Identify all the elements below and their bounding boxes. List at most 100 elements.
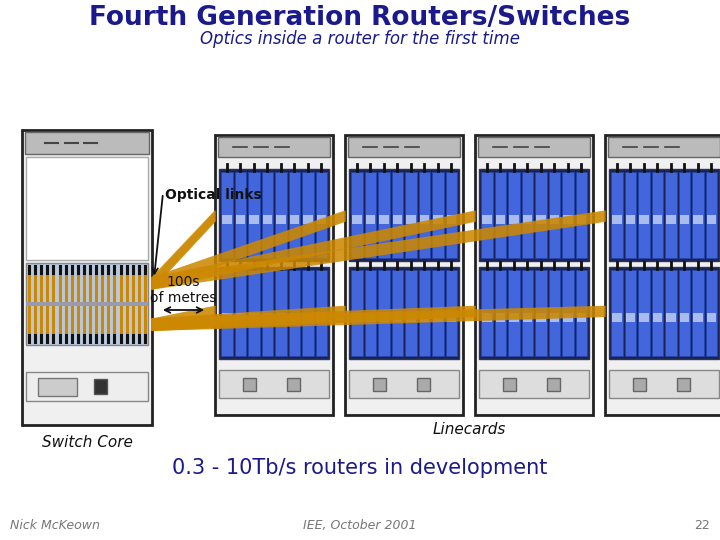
Text: Fourth Generation Routers/Switches: Fourth Generation Routers/Switches xyxy=(89,5,631,31)
Bar xyxy=(364,269,376,356)
Bar xyxy=(303,313,312,322)
Bar xyxy=(378,269,390,356)
Text: 0.3 - 10Tb/s routers in development: 0.3 - 10Tb/s routers in development xyxy=(172,458,548,478)
Bar xyxy=(302,269,313,356)
Bar xyxy=(652,172,663,258)
Bar xyxy=(221,269,233,356)
Bar xyxy=(446,313,456,322)
Bar xyxy=(219,267,329,359)
Bar xyxy=(351,172,362,258)
Bar xyxy=(521,269,533,356)
Bar xyxy=(26,263,148,346)
Bar xyxy=(276,215,286,224)
Bar xyxy=(609,168,719,261)
Bar xyxy=(523,313,532,322)
Bar xyxy=(549,313,559,322)
Bar xyxy=(364,172,376,258)
Bar xyxy=(373,378,386,390)
Bar xyxy=(495,269,506,356)
Bar xyxy=(479,267,589,359)
Bar xyxy=(289,215,299,224)
Bar xyxy=(495,215,505,224)
Bar xyxy=(678,378,690,390)
Bar xyxy=(638,172,649,258)
Bar xyxy=(706,172,717,258)
Bar xyxy=(549,215,559,224)
Bar xyxy=(638,269,649,356)
Bar xyxy=(652,269,663,356)
Bar xyxy=(345,135,463,415)
Bar xyxy=(563,313,572,322)
Bar xyxy=(289,172,300,258)
Bar xyxy=(275,269,287,356)
Bar xyxy=(609,370,719,398)
Text: IEE, October 2001: IEE, October 2001 xyxy=(303,519,417,532)
Bar xyxy=(692,172,703,258)
Bar xyxy=(680,215,689,224)
Bar xyxy=(349,370,459,398)
Bar xyxy=(562,172,574,258)
Bar xyxy=(509,215,518,224)
Bar xyxy=(235,313,245,322)
Bar xyxy=(521,172,533,258)
Bar xyxy=(351,269,362,356)
Bar xyxy=(432,269,444,356)
Bar xyxy=(605,135,720,415)
Bar xyxy=(652,313,662,322)
Bar xyxy=(609,267,719,359)
Bar xyxy=(433,313,443,322)
Bar xyxy=(26,372,148,401)
Bar xyxy=(248,172,259,258)
Bar xyxy=(218,137,330,157)
Bar xyxy=(626,215,635,224)
Bar xyxy=(624,172,636,258)
Bar xyxy=(692,269,703,356)
Bar xyxy=(479,168,589,261)
Bar xyxy=(577,313,586,322)
Bar xyxy=(235,172,246,258)
Bar xyxy=(678,172,690,258)
Bar xyxy=(352,215,361,224)
Text: Nick McKeown: Nick McKeown xyxy=(10,519,100,532)
Text: 22: 22 xyxy=(694,519,710,532)
Text: Optical links: Optical links xyxy=(165,188,262,202)
Bar xyxy=(665,269,677,356)
Bar xyxy=(392,269,403,356)
Bar xyxy=(243,378,256,390)
Bar xyxy=(222,215,232,224)
Bar xyxy=(608,137,720,157)
Bar xyxy=(406,313,415,322)
Bar xyxy=(315,269,327,356)
Bar xyxy=(392,172,403,258)
Bar xyxy=(475,135,593,415)
Bar xyxy=(287,378,300,390)
Bar xyxy=(261,269,273,356)
Bar xyxy=(693,215,703,224)
Bar xyxy=(665,172,677,258)
Bar xyxy=(612,215,621,224)
Bar xyxy=(446,172,457,258)
Bar xyxy=(261,172,273,258)
Bar xyxy=(405,269,416,356)
Bar xyxy=(503,378,516,390)
Bar xyxy=(25,132,149,154)
Bar xyxy=(348,137,460,157)
Bar xyxy=(612,313,621,322)
Bar xyxy=(418,172,430,258)
Text: Linecards: Linecards xyxy=(432,422,505,437)
Bar xyxy=(289,313,299,322)
Bar xyxy=(575,172,587,258)
Bar xyxy=(26,301,148,306)
Bar xyxy=(235,269,246,356)
Bar xyxy=(378,172,390,258)
Text: 100s
of metres: 100s of metres xyxy=(150,275,217,305)
Bar xyxy=(379,313,389,322)
Bar xyxy=(652,215,662,224)
Bar xyxy=(235,215,245,224)
Bar xyxy=(481,269,492,356)
Bar xyxy=(22,130,152,425)
Text: Optics inside a router for the first time: Optics inside a router for the first tim… xyxy=(200,30,520,48)
Bar xyxy=(222,313,232,322)
Bar xyxy=(349,267,459,359)
Bar xyxy=(639,215,649,224)
